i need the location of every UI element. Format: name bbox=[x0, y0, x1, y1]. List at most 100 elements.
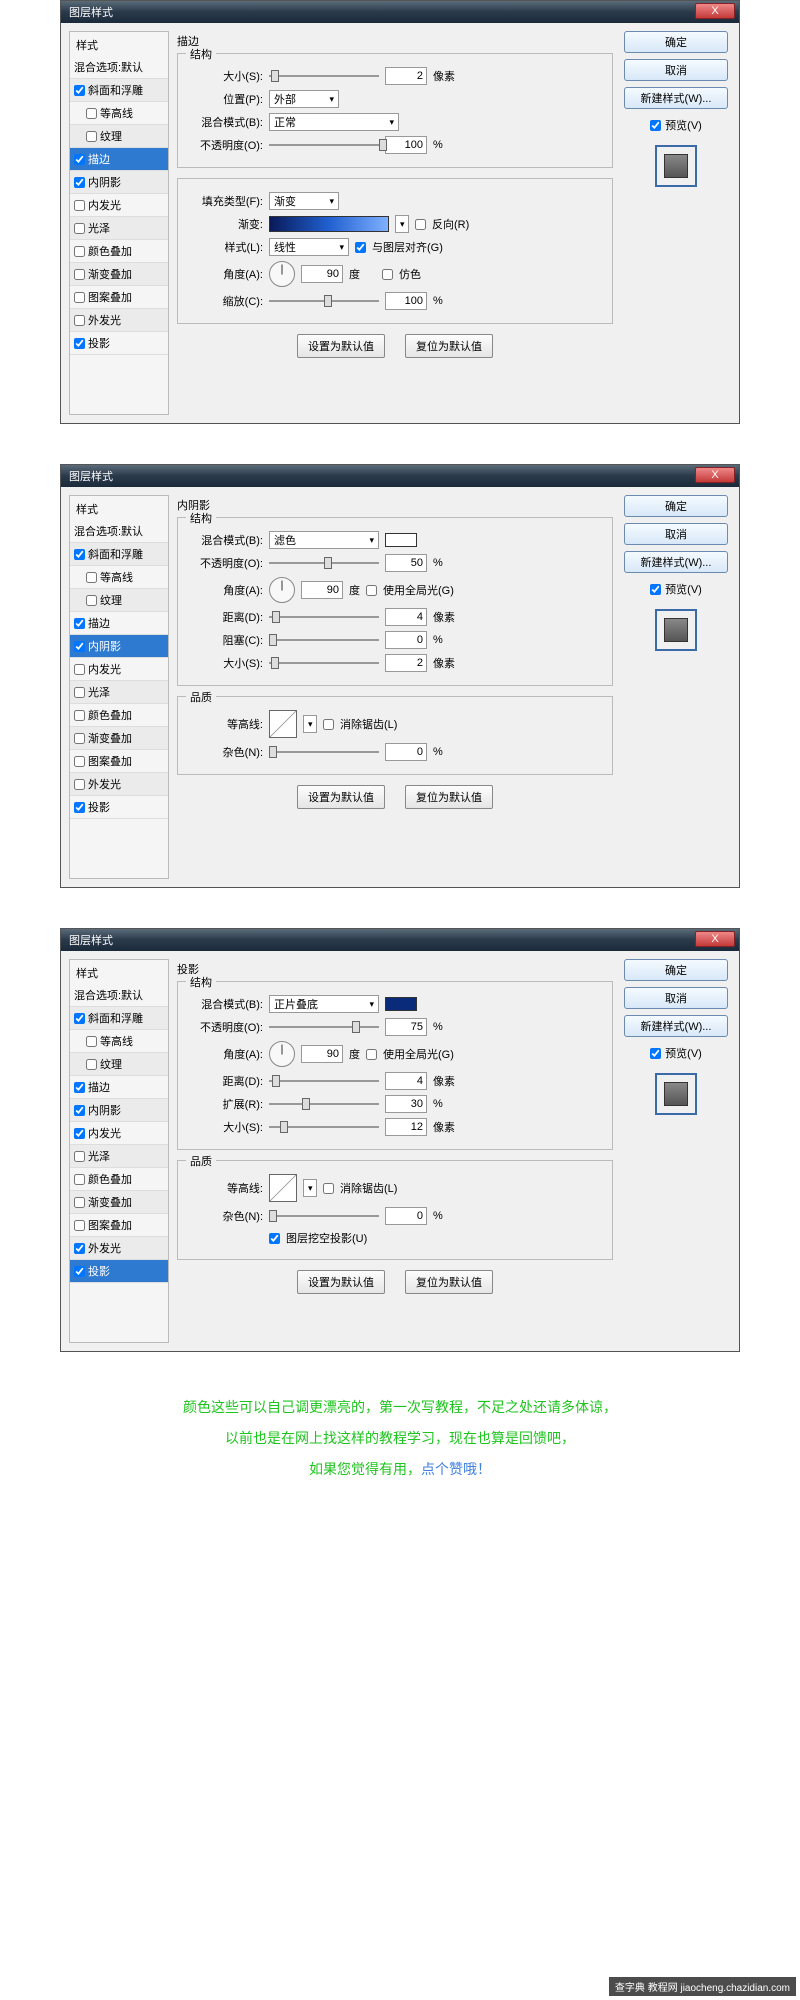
style-check[interactable] bbox=[74, 246, 85, 257]
style-item[interactable]: 图案叠加 bbox=[70, 286, 168, 309]
slider[interactable] bbox=[269, 1097, 379, 1111]
style-check[interactable] bbox=[74, 641, 85, 652]
select[interactable]: 线性 bbox=[269, 238, 349, 256]
new-style-button[interactable]: 新建样式(W)... bbox=[624, 551, 728, 573]
style-check[interactable] bbox=[74, 1128, 85, 1139]
style-item[interactable]: 斜面和浮雕 bbox=[70, 1007, 168, 1030]
style-check[interactable] bbox=[74, 756, 85, 767]
style-check[interactable] bbox=[74, 779, 85, 790]
cancel-button[interactable]: 取消 bbox=[624, 523, 728, 545]
slider[interactable] bbox=[269, 294, 379, 308]
style-check[interactable] bbox=[74, 177, 85, 188]
style-item[interactable]: 投影 bbox=[70, 796, 168, 819]
style-item[interactable]: 纹理 bbox=[70, 589, 168, 612]
preview-check[interactable] bbox=[650, 120, 661, 131]
checkbox[interactable] bbox=[366, 585, 377, 596]
slider[interactable] bbox=[269, 138, 379, 152]
slider[interactable] bbox=[269, 556, 379, 570]
style-item[interactable]: 渐变叠加 bbox=[70, 727, 168, 750]
slider[interactable] bbox=[269, 1120, 379, 1134]
cancel-button[interactable]: 取消 bbox=[624, 59, 728, 81]
blend-defaults[interactable]: 混合选项:默认 bbox=[70, 520, 168, 543]
slider[interactable] bbox=[269, 633, 379, 647]
style-item[interactable]: 光泽 bbox=[70, 681, 168, 704]
number-input[interactable]: 0 bbox=[385, 1207, 427, 1225]
color-swatch[interactable] bbox=[385, 533, 417, 547]
select[interactable]: 滤色 bbox=[269, 531, 379, 549]
style-item[interactable]: 内阴影 bbox=[70, 171, 168, 194]
contour-thumb[interactable] bbox=[269, 710, 297, 738]
style-item[interactable]: 外发光 bbox=[70, 773, 168, 796]
number-input[interactable]: 90 bbox=[301, 265, 343, 283]
select[interactable]: 正常 bbox=[269, 113, 399, 131]
style-check[interactable] bbox=[86, 108, 97, 119]
style-check[interactable] bbox=[74, 1105, 85, 1116]
style-check[interactable] bbox=[74, 664, 85, 675]
blend-defaults[interactable]: 混合选项:默认 bbox=[70, 56, 168, 79]
number-input[interactable]: 30 bbox=[385, 1095, 427, 1113]
style-check[interactable] bbox=[74, 1220, 85, 1231]
angle-dial[interactable] bbox=[269, 1041, 295, 1067]
slider[interactable] bbox=[269, 1074, 379, 1088]
number-input[interactable]: 90 bbox=[301, 1045, 343, 1063]
select[interactable]: 外部 bbox=[269, 90, 339, 108]
style-check[interactable] bbox=[74, 269, 85, 280]
style-check[interactable] bbox=[74, 338, 85, 349]
number-input[interactable]: 2 bbox=[385, 654, 427, 672]
style-check[interactable] bbox=[74, 1243, 85, 1254]
contour-picker[interactable] bbox=[303, 715, 317, 733]
checkbox[interactable] bbox=[269, 1233, 280, 1244]
style-item[interactable]: 内阴影 bbox=[70, 1099, 168, 1122]
style-item[interactable]: 内发光 bbox=[70, 194, 168, 217]
style-check[interactable] bbox=[74, 223, 85, 234]
reset-default-button[interactable]: 复位为默认值 bbox=[405, 334, 493, 358]
style-item[interactable]: 投影 bbox=[70, 1260, 168, 1283]
preview-check[interactable] bbox=[650, 584, 661, 595]
preview-check[interactable] bbox=[650, 1048, 661, 1059]
style-check[interactable] bbox=[74, 154, 85, 165]
number-input[interactable]: 75 bbox=[385, 1018, 427, 1036]
set-default-button[interactable]: 设置为默认值 bbox=[297, 1270, 385, 1294]
reset-default-button[interactable]: 复位为默认值 bbox=[405, 1270, 493, 1294]
contour-picker[interactable] bbox=[303, 1179, 317, 1197]
style-item[interactable]: 颜色叠加 bbox=[70, 240, 168, 263]
style-item[interactable]: 描边 bbox=[70, 148, 168, 171]
select[interactable]: 正片叠底 bbox=[269, 995, 379, 1013]
style-check[interactable] bbox=[86, 1059, 97, 1070]
slider[interactable] bbox=[269, 69, 379, 83]
set-default-button[interactable]: 设置为默认值 bbox=[297, 334, 385, 358]
style-item[interactable]: 颜色叠加 bbox=[70, 1168, 168, 1191]
like-link[interactable]: 点个赞哦！ bbox=[421, 1461, 491, 1477]
gradient-bar[interactable] bbox=[269, 216, 389, 232]
style-item[interactable]: 斜面和浮雕 bbox=[70, 79, 168, 102]
slider[interactable] bbox=[269, 1020, 379, 1034]
style-item[interactable]: 光泽 bbox=[70, 1145, 168, 1168]
reset-default-button[interactable]: 复位为默认值 bbox=[405, 785, 493, 809]
slider[interactable] bbox=[269, 656, 379, 670]
number-input[interactable]: 0 bbox=[385, 743, 427, 761]
number-input[interactable]: 12 bbox=[385, 1118, 427, 1136]
style-check[interactable] bbox=[74, 1266, 85, 1277]
style-item[interactable]: 描边 bbox=[70, 612, 168, 635]
cancel-button[interactable]: 取消 bbox=[624, 987, 728, 1009]
style-item[interactable]: 外发光 bbox=[70, 1237, 168, 1260]
new-style-button[interactable]: 新建样式(W)... bbox=[624, 1015, 728, 1037]
blend-defaults[interactable]: 混合选项:默认 bbox=[70, 984, 168, 1007]
style-item[interactable]: 颜色叠加 bbox=[70, 704, 168, 727]
style-item[interactable]: 投影 bbox=[70, 332, 168, 355]
ok-button[interactable]: 确定 bbox=[624, 959, 728, 981]
style-check[interactable] bbox=[74, 802, 85, 813]
number-input[interactable]: 0 bbox=[385, 631, 427, 649]
style-check[interactable] bbox=[74, 200, 85, 211]
style-item[interactable]: 图案叠加 bbox=[70, 750, 168, 773]
color-swatch[interactable] bbox=[385, 997, 417, 1011]
style-check[interactable] bbox=[74, 1013, 85, 1024]
checkbox[interactable] bbox=[382, 269, 393, 280]
style-check[interactable] bbox=[86, 595, 97, 606]
style-item[interactable]: 等高线 bbox=[70, 1030, 168, 1053]
style-item[interactable]: 等高线 bbox=[70, 102, 168, 125]
style-item[interactable]: 内发光 bbox=[70, 1122, 168, 1145]
style-check[interactable] bbox=[74, 1082, 85, 1093]
style-item[interactable]: 光泽 bbox=[70, 217, 168, 240]
number-input[interactable]: 2 bbox=[385, 67, 427, 85]
